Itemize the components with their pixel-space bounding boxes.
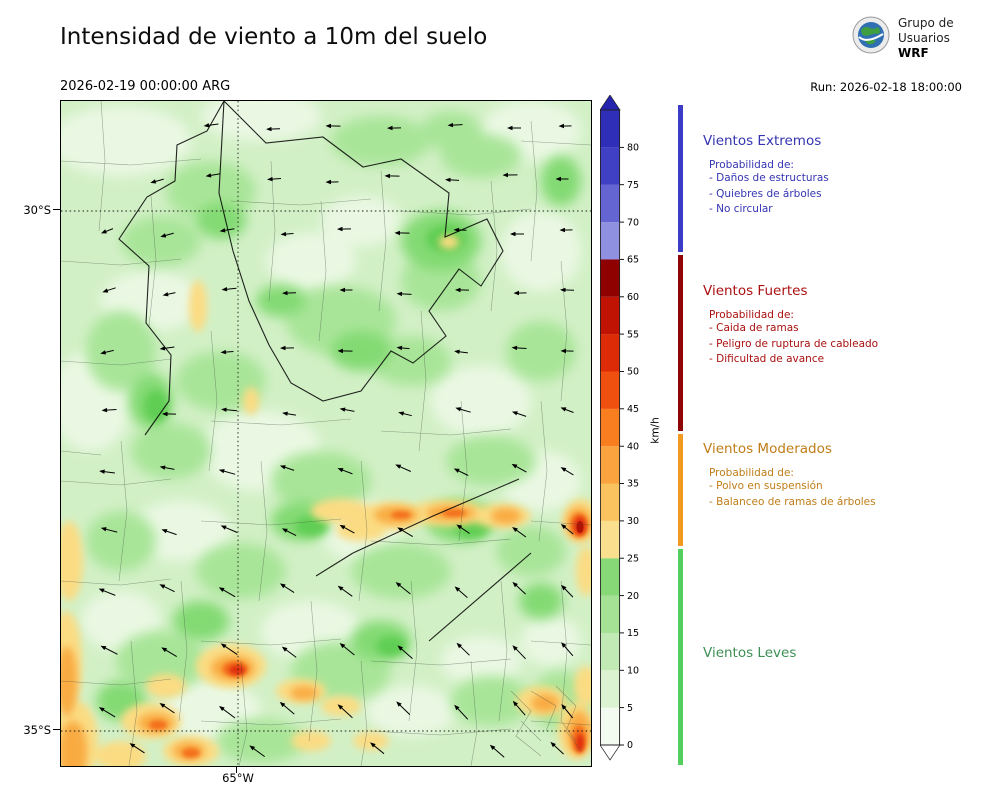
svg-text:15: 15	[627, 628, 639, 639]
legend-bar-fuertes	[678, 255, 683, 431]
legend-subtitle: Probabilidad de:	[709, 159, 794, 171]
legend-section-leves: Vientos Leves	[703, 645, 988, 661]
valid-time-label: 2026-02-19 00:00:00 ARG	[60, 79, 231, 94]
legend-item: - Polvo en suspensión	[709, 480, 823, 492]
svg-text:30: 30	[627, 516, 639, 527]
legend-subtitle: Probabilidad de:	[709, 309, 794, 321]
svg-text:5: 5	[627, 703, 633, 714]
legend-bar-extremos	[678, 105, 683, 252]
colorbar-svg: 0 5 10 15 20 25 30 35 40 45 50 55 60 65 70 75 80	[599, 94, 639, 761]
province-borders	[118, 99, 532, 642]
svg-text:35: 35	[627, 479, 639, 490]
legend-title-moderados: Vientos Moderados	[703, 441, 832, 457]
axis-tick	[53, 209, 60, 211]
legend-title-leves: Vientos Leves	[703, 645, 797, 661]
svg-text:65: 65	[627, 255, 639, 266]
legend-item: - Balanceo de ramas de árboles	[709, 495, 876, 508]
legend-title-extremos: Vientos Extremos	[703, 133, 822, 149]
dark-red-core	[576, 521, 584, 533]
county-borders	[60, 100, 592, 767]
legend-items: - Daños de estructuras - Quiebres de árb…	[703, 171, 988, 218]
svg-text:75: 75	[627, 180, 639, 191]
svg-text:50: 50	[627, 367, 639, 378]
svg-text:0: 0	[627, 740, 633, 751]
legend-item: - No circular	[709, 203, 773, 215]
legend-section-extremos: Vientos Extremos Probabilidad de: - Daño…	[703, 133, 988, 218]
lat-label-35s: 35°S	[23, 723, 51, 737]
lat-label-30s: 30°S	[23, 203, 51, 217]
moderate-green-patches	[86, 111, 591, 763]
legend-item: - Daños de estructuras	[709, 172, 829, 184]
svg-text:45: 45	[627, 404, 639, 415]
axis-tick	[53, 729, 60, 731]
legend-item: - Dificultad de avance	[709, 353, 825, 365]
legend-section-fuertes: Vientos Fuertes Probabilidad de: - Caida…	[703, 283, 988, 368]
svg-text:20: 20	[627, 591, 639, 602]
globe-icon	[852, 16, 890, 58]
page-title: Intensidad de viento a 10m del suelo	[60, 24, 488, 50]
logo-line-1: Grupo de	[898, 16, 954, 30]
logo-line-3: WRF	[898, 46, 929, 60]
colorbar: 0 5 10 15 20 25 30 35 40 45 50 55 60 65 70 75 80	[599, 94, 670, 780]
legend-items: - Caida de ramas - Peligro de ruptura de…	[703, 321, 988, 368]
legend-bar-moderados	[678, 434, 683, 546]
logo-text: Grupo de Usuarios WRF	[898, 16, 954, 61]
svg-text:10: 10	[627, 666, 639, 677]
svg-text:55: 55	[627, 329, 639, 340]
logo-line-2: Usuarios	[898, 31, 950, 45]
lon-label-65w: 65°W	[222, 771, 254, 785]
legend-section-moderados: Vientos Moderados Probabilidad de: - Pol…	[703, 441, 988, 510]
legend-item: - Caida de ramas	[709, 322, 799, 334]
svg-text:25: 25	[627, 553, 639, 564]
svg-text:80: 80	[627, 143, 639, 154]
svg-text:40: 40	[627, 441, 639, 452]
legend-subtitle: Probabilidad de:	[709, 467, 794, 479]
wind-map-canvas	[50, 91, 599, 781]
wrf-logo: Grupo de Usuarios WRF	[852, 16, 954, 61]
legend-item: - Quiebres de árboles	[709, 187, 822, 200]
colorbar-unit-label: km/h	[649, 417, 662, 444]
axis-tick	[236, 766, 238, 773]
svg-text:60: 60	[627, 292, 639, 303]
run-time-label: Run: 2026-02-18 18:00:00	[810, 80, 962, 94]
legend-title-fuertes: Vientos Fuertes	[703, 283, 808, 299]
gridlines	[61, 101, 591, 766]
wind-map	[50, 91, 599, 781]
svg-text:70: 70	[627, 217, 639, 228]
legend-bar-leves	[678, 549, 683, 765]
legend-items: - Polvo en suspensión - Balanceo de rama…	[703, 479, 988, 510]
wind-arrows	[98, 122, 575, 758]
legend-item: - Peligro de ruptura de cableado	[709, 337, 879, 350]
